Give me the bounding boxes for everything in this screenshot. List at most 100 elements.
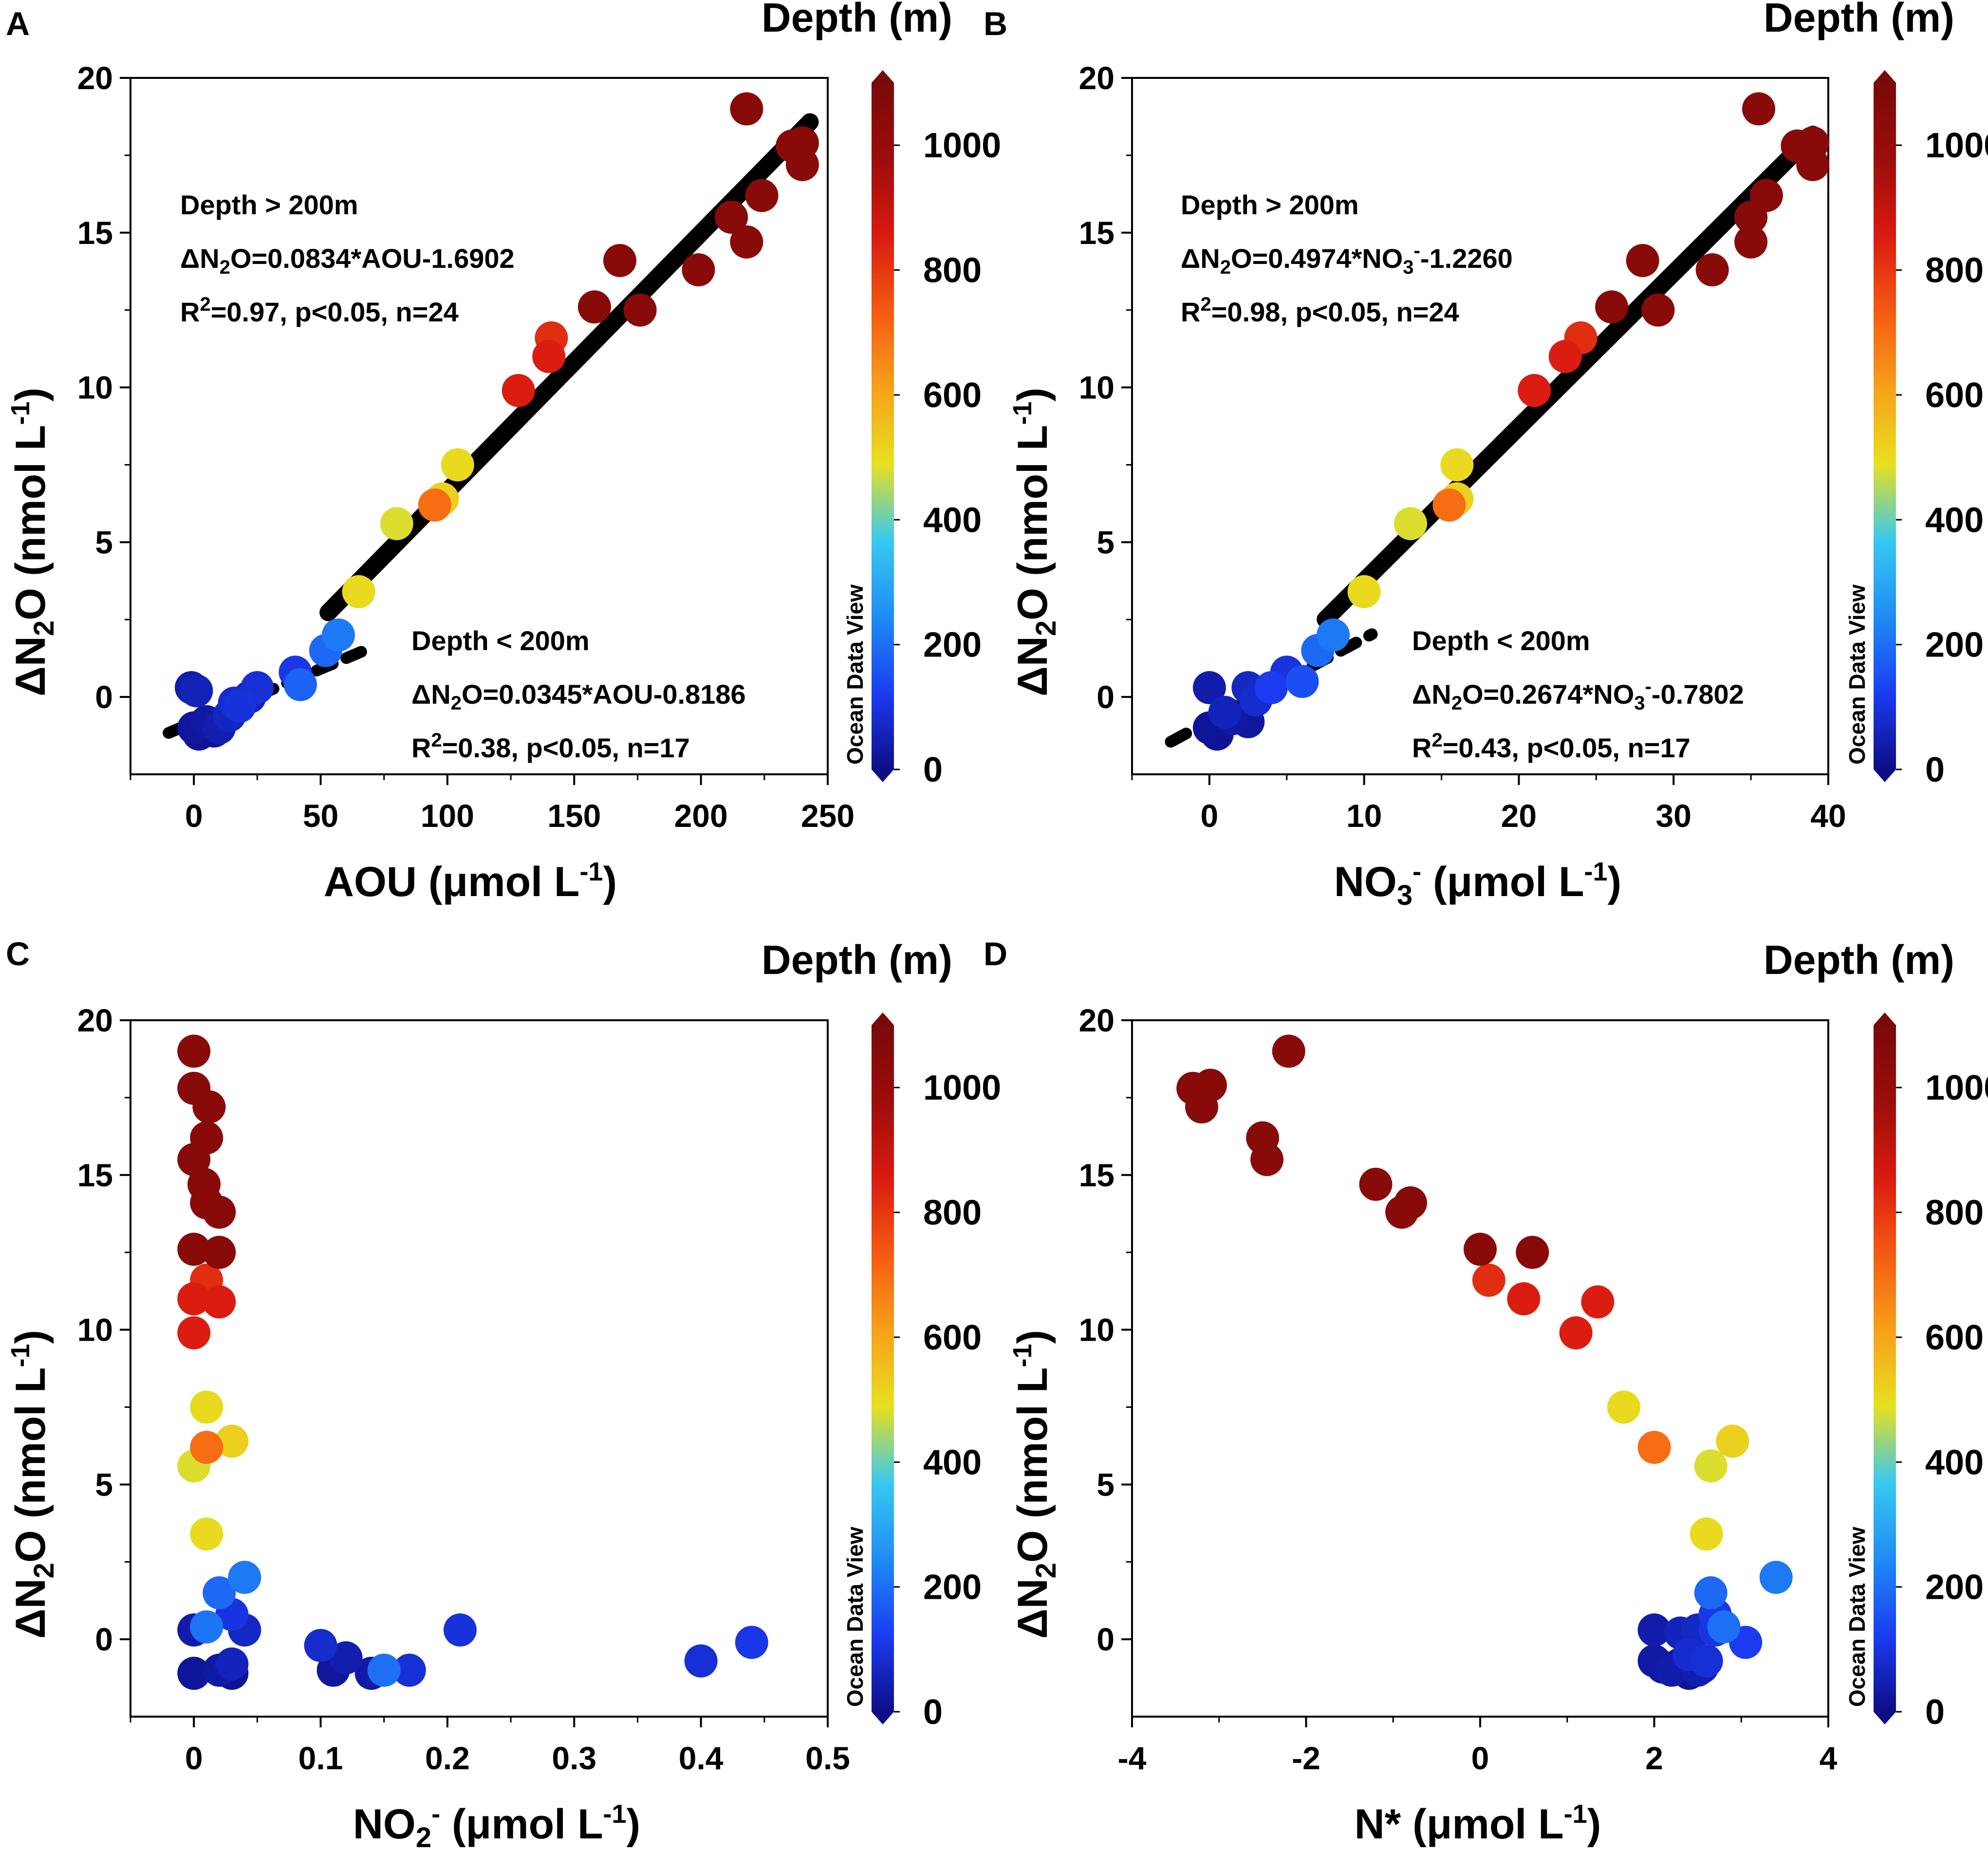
panel-a: A 0 50 100 150 200 25005101520020040060080010… xyxy=(6,0,1001,905)
panel-c-point xyxy=(203,1196,236,1229)
panel-a-xlabel: AOU (μmol L-1) xyxy=(324,857,617,905)
panel-d-colorbar xyxy=(1874,1025,1896,1712)
panel-d-xtick-label: 0 xyxy=(1471,1740,1489,1776)
panel-b-xlabel: NO3- (μmol L-1) xyxy=(1334,857,1621,911)
panel-a-point xyxy=(418,488,451,522)
panel-a-xtick-label: 100 xyxy=(421,798,474,834)
panel-a-point xyxy=(730,225,763,259)
panel-d-point xyxy=(1472,1263,1505,1297)
panel-d-ytick-label: 15 xyxy=(1079,1157,1115,1193)
panel-c-point xyxy=(177,1034,211,1068)
panel-b-colorbar xyxy=(1874,83,1896,769)
panel-a-point xyxy=(502,374,535,407)
panel-d-colorbar-label: 800 xyxy=(1925,1194,1984,1233)
panel-a-point xyxy=(283,668,317,701)
panel-a-ytick-label: 20 xyxy=(77,60,113,96)
panel-b-upper-eq: ΔN2O=0.4974*NO3--1.2260 xyxy=(1181,240,1513,278)
panel-c-frame xyxy=(130,1019,829,1718)
panel-c-colorbar-top-arrow xyxy=(872,1012,894,1025)
panel-a-point xyxy=(623,293,657,327)
panel-a-point xyxy=(342,575,375,609)
panel-b-point xyxy=(1734,225,1768,259)
panel-b-upper-stats: R2=0.98, p<0.05, n=24 xyxy=(1181,294,1459,327)
panel-a-ytick-label: 0 xyxy=(95,679,113,715)
panel-c-ytick-label: 10 xyxy=(77,1312,113,1348)
panel-b-lower-eq: ΔN2O=0.2674*NO3--0.7802 xyxy=(1412,676,1744,714)
panel-a-colorbar-label: 1000 xyxy=(923,126,1001,165)
panel-c-point xyxy=(190,1390,223,1424)
panel-b-point xyxy=(1548,340,1582,373)
panel-b-colorbar-top-arrow xyxy=(1874,70,1896,83)
panel-b-point xyxy=(1192,671,1226,705)
panel-d-point xyxy=(1759,1561,1793,1594)
panel-d-point xyxy=(1637,1431,1671,1464)
panel-c-odv-watermark: Ocean Data View xyxy=(842,1527,868,1707)
panel-d-letter: D xyxy=(984,936,1007,973)
panel-a-upper-stats: R2=0.97, p<0.05, n=24 xyxy=(180,294,459,327)
panel-c-plot: 0 0.1 0.2 0.3 0.4 0.5051015200200400600800100… xyxy=(77,937,1002,1776)
panel-c-colorbar-bottom-arrow xyxy=(872,1712,894,1724)
panel-b-point xyxy=(1695,253,1729,287)
panel-c-xtick-label: 0.4 xyxy=(679,1740,724,1776)
panel-a-frame xyxy=(130,77,829,775)
panel-a-point xyxy=(682,253,715,287)
panel-d-xtick-label: -2 xyxy=(1292,1740,1320,1776)
panel-a-colorbar-bottom-arrow xyxy=(872,769,894,782)
panel-d-point xyxy=(1559,1316,1593,1349)
panel-c-xtick-label: 0.2 xyxy=(425,1740,470,1776)
panel-c-point xyxy=(177,1233,211,1266)
panel-b-colorbar-label: 0 xyxy=(1925,750,1945,789)
panel-c-xtick-label: 0.3 xyxy=(552,1740,596,1776)
panel-b: B 0102030400510152002004006008001000Dept… xyxy=(984,0,1988,911)
panel-c-point xyxy=(203,1235,236,1269)
panel-b-point xyxy=(1285,665,1319,698)
panel-a-ylabel: ΔN2O (nmol L-1) xyxy=(6,388,60,696)
panel-d-colorbar-label: 0 xyxy=(1925,1693,1945,1732)
panel-a-point xyxy=(180,674,213,708)
panel-b-point xyxy=(1749,179,1783,212)
panel-c-colorbar-label: 1000 xyxy=(923,1068,1001,1107)
panel-c-colorbar-title: Depth (m) xyxy=(762,937,952,983)
panel-c-point xyxy=(329,1641,363,1675)
panel-c-point xyxy=(203,1285,236,1319)
panel-d-colorbar-bottom-arrow xyxy=(1874,1712,1896,1724)
panel-a-upper-eq: ΔN2O=0.0834*AOU-1.6902 xyxy=(180,243,515,278)
panel-d-point xyxy=(1607,1390,1640,1424)
panel-b-ytick-label: 20 xyxy=(1079,60,1115,96)
panel-d-plot: -4-20240510152002004006008001000Depth (m… xyxy=(1079,937,1988,1776)
panel-a-xtick-label: 0 xyxy=(185,798,203,834)
panel-d: D -4-20240510152002004006008001000Depth … xyxy=(984,936,1988,1848)
panel-c-point xyxy=(215,1647,249,1681)
panel-a-point xyxy=(577,290,611,324)
panel-a-colorbar-title: Depth (m) xyxy=(762,0,952,40)
panel-a-odv-watermark: Ocean Data View xyxy=(842,584,868,765)
panel-a-letter: A xyxy=(6,5,30,42)
panel-c-xtick-label: 0.1 xyxy=(298,1740,343,1776)
panel-d-xtick-label: 2 xyxy=(1645,1740,1663,1776)
panel-c-ytick-label: 15 xyxy=(77,1157,113,1193)
panel-c-point xyxy=(190,1517,223,1551)
panel-a-xtick-label: 150 xyxy=(547,798,601,834)
panel-c-point xyxy=(190,1610,223,1644)
panel-b-frame xyxy=(1131,77,1829,775)
panel-c-point xyxy=(215,1424,249,1458)
panel-d-point xyxy=(1716,1424,1749,1458)
panel-d-xtick-label: 4 xyxy=(1820,1740,1838,1776)
panel-b-point xyxy=(1518,374,1551,407)
panel-c-letter: C xyxy=(6,936,30,973)
panel-c-point xyxy=(177,1143,211,1176)
panel-a-ytick-label: 5 xyxy=(95,524,113,560)
panel-c-ytick-label: 0 xyxy=(95,1621,113,1657)
panel-a-point xyxy=(532,340,566,373)
panel-b-lower-stats: R2=0.43, p<0.05, n=17 xyxy=(1412,730,1691,763)
panel-c-point xyxy=(735,1626,768,1659)
panel-c-point xyxy=(190,1431,223,1464)
panel-d-colorbar-label: 600 xyxy=(1925,1318,1984,1357)
panel-d-colorbar-label: 1000 xyxy=(1925,1068,1988,1107)
panel-b-upper-depth: Depth > 200m xyxy=(1181,189,1359,220)
panel-c-colorbar-label: 400 xyxy=(923,1443,982,1482)
panel-d-point xyxy=(1394,1186,1427,1219)
panel-c-point xyxy=(684,1644,718,1678)
panel-a-ytick-label: 15 xyxy=(77,215,113,251)
